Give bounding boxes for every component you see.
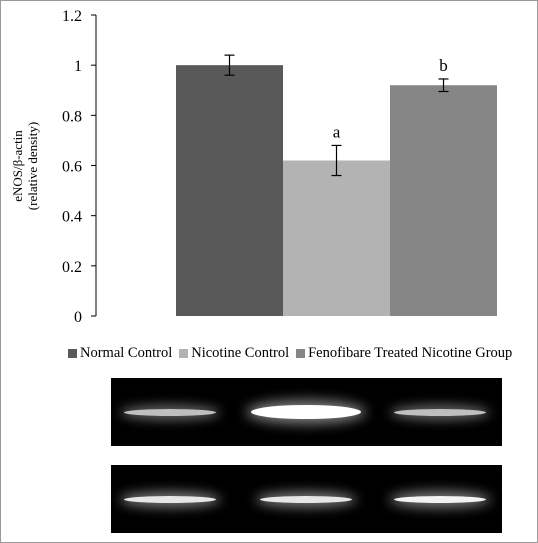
legend-item-fenofibrate-group: Fenofibare Treated Nicotine Group [296,345,512,362]
y-tick-label: 0.4 [62,209,82,226]
y-tick-group: 0 0.2 0.4 0.6 0.8 1 1.2 [62,8,96,326]
blot-band [394,408,486,416]
annotation-group: ab [333,56,448,141]
significance-label: b [439,56,448,75]
y-tick-label: 0.2 [62,259,82,276]
legend-label-nicotine-control: Nicotine Control [191,344,290,361]
y-tick-label: 0 [74,309,82,326]
blot-band [124,408,216,416]
y-tick-label: 0.8 [62,108,82,125]
bar [390,85,497,316]
legend-item-nicotine-control: Nicotine Control [179,345,289,362]
legend-label-normal-control: Normal Control [80,344,173,361]
bar-chart: 00.20.40.60.811.2 ab eNOS/β-actin (relat… [10,8,497,326]
legend-swatch-nicotine-control [179,348,189,358]
blot-band [124,495,216,503]
bar [176,65,283,317]
legend-swatch-fenofibrate-group [296,348,306,358]
legend-item-normal-control: Normal Control [68,345,172,362]
y-tick-label: 0.6 [62,159,82,176]
y-axis-label-line1: eNOS/β-actin [10,130,25,202]
bar-group [176,65,497,317]
y-tick-label: 1.2 [62,8,82,25]
error-bar-group [224,54,449,177]
bar [283,160,390,316]
blot-band [251,405,361,419]
y-tick-label: 1 [74,58,82,75]
legend-label-fenofibrate-group: Fenofibare Treated Nicotine Group [308,344,513,361]
blot-panel-enos [111,378,502,446]
legend-swatch-normal-control [68,348,77,358]
y-axis-label-line2: (relative density) [25,122,40,210]
blot-band [260,495,352,503]
blot-panel-beta-actin [111,465,502,533]
significance-label: a [333,122,341,141]
blot-band [394,495,486,503]
legend: Normal Control Nicotine Control Fenofiba… [68,343,519,363]
